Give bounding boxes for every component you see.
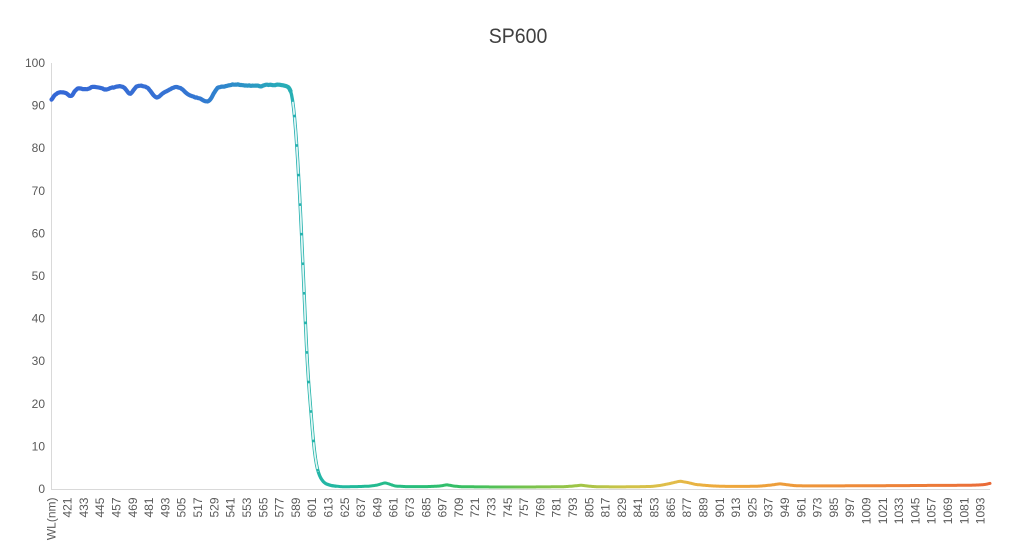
svg-text:90: 90 (32, 99, 46, 113)
svg-text:637: 637 (354, 497, 368, 517)
svg-text:757: 757 (517, 497, 531, 517)
svg-text:829: 829 (615, 497, 629, 517)
svg-text:853: 853 (648, 497, 662, 517)
svg-text:1033: 1033 (892, 497, 906, 524)
svg-text:661: 661 (387, 497, 401, 517)
svg-text:100: 100 (25, 56, 45, 70)
svg-text:793: 793 (566, 497, 580, 517)
svg-text:745: 745 (501, 497, 515, 517)
svg-text:553: 553 (240, 497, 254, 517)
svg-text:589: 589 (289, 497, 303, 517)
svg-text:541: 541 (224, 497, 238, 517)
svg-text:901: 901 (713, 497, 727, 517)
svg-text:973: 973 (811, 497, 825, 517)
svg-text:421: 421 (61, 497, 75, 517)
svg-text:805: 805 (582, 497, 596, 517)
svg-text:601: 601 (305, 497, 319, 517)
svg-text:70: 70 (32, 184, 46, 198)
svg-text:457: 457 (110, 497, 124, 517)
svg-text:80: 80 (32, 141, 46, 155)
svg-text:925: 925 (745, 497, 759, 517)
svg-text:433: 433 (77, 497, 91, 517)
svg-text:565: 565 (256, 497, 270, 517)
svg-text:10: 10 (32, 439, 46, 453)
svg-text:613: 613 (322, 497, 336, 517)
svg-text:877: 877 (680, 497, 694, 517)
svg-text:30: 30 (32, 354, 46, 368)
svg-text:20: 20 (32, 397, 46, 411)
svg-text:517: 517 (191, 497, 205, 517)
svg-text:1009: 1009 (860, 497, 874, 524)
svg-text:649: 649 (370, 497, 384, 517)
svg-text:937: 937 (762, 497, 776, 517)
svg-text:WL(nm): WL(nm) (44, 498, 58, 541)
svg-text:577: 577 (273, 497, 287, 517)
svg-text:445: 445 (93, 497, 107, 517)
svg-text:841: 841 (631, 497, 645, 517)
svg-text:673: 673 (403, 497, 417, 517)
svg-text:529: 529 (207, 497, 221, 517)
svg-text:889: 889 (697, 497, 711, 517)
svg-text:40: 40 (32, 312, 46, 326)
svg-text:997: 997 (843, 497, 857, 517)
svg-text:1069: 1069 (941, 497, 955, 524)
svg-text:1021: 1021 (876, 497, 890, 524)
svg-text:50: 50 (32, 269, 46, 283)
svg-text:0: 0 (38, 482, 45, 496)
svg-text:469: 469 (126, 497, 140, 517)
svg-text:505: 505 (175, 497, 189, 517)
svg-text:625: 625 (338, 497, 352, 517)
svg-text:SP600: SP600 (489, 25, 548, 48)
svg-text:721: 721 (468, 497, 482, 517)
svg-text:685: 685 (419, 497, 433, 517)
svg-text:1093: 1093 (974, 497, 988, 524)
svg-text:481: 481 (142, 497, 156, 517)
svg-text:733: 733 (485, 497, 499, 517)
svg-text:817: 817 (599, 497, 613, 517)
svg-text:1081: 1081 (957, 497, 971, 524)
svg-text:913: 913 (729, 497, 743, 517)
svg-text:60: 60 (32, 226, 46, 240)
svg-text:985: 985 (827, 497, 841, 517)
svg-text:949: 949 (778, 497, 792, 517)
svg-text:961: 961 (794, 497, 808, 517)
svg-text:709: 709 (452, 497, 466, 517)
svg-text:865: 865 (664, 497, 678, 517)
svg-text:697: 697 (436, 497, 450, 517)
svg-text:781: 781 (550, 497, 564, 517)
svg-text:769: 769 (533, 497, 547, 517)
svg-text:1045: 1045 (908, 497, 922, 524)
svg-text:493: 493 (158, 497, 172, 517)
svg-text:1057: 1057 (925, 497, 939, 524)
